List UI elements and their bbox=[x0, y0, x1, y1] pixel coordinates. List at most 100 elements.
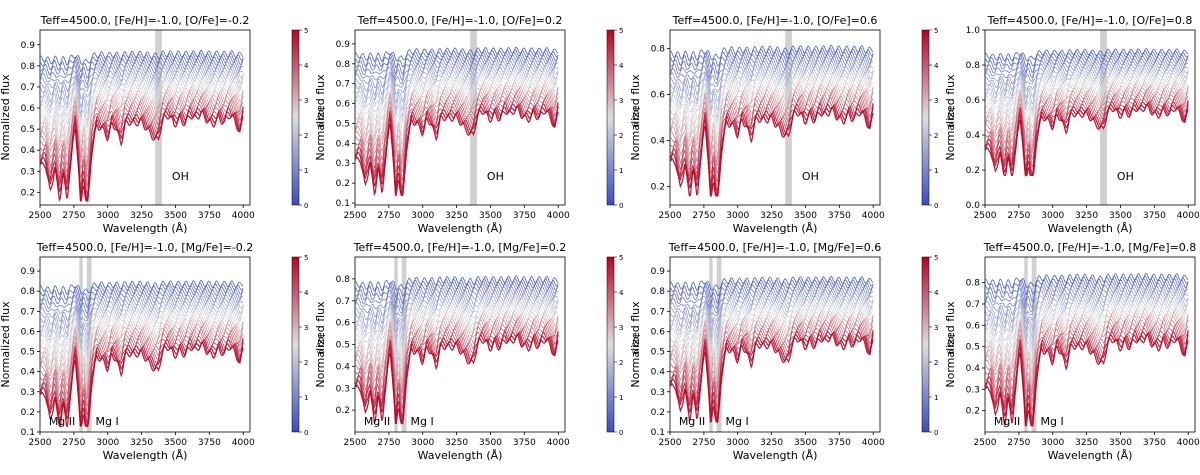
band-2 bbox=[716, 257, 722, 432]
x-tick-label: 2750 bbox=[62, 438, 85, 448]
x-tick-label: 3250 bbox=[760, 211, 783, 221]
subplot-5: 2500 2750 3000 3250 3500 3750 40000.10.20.30.4… bbox=[0, 241, 326, 462]
spectrum-line bbox=[670, 45, 874, 62]
y-tick-label: 0.6 bbox=[336, 319, 351, 329]
subplot-title: Teff=4500.0, [Fe/H]=-1.0, [O/Fe]=0.8 bbox=[987, 14, 1193, 27]
colorbar-tick-label: 0 bbox=[304, 202, 308, 210]
y-tick-label: 0.6 bbox=[336, 100, 351, 110]
colorbar-tick-label: 5 bbox=[934, 254, 938, 262]
x-tick-label: 3250 bbox=[760, 438, 783, 448]
colorbar-tick-label: 3 bbox=[934, 97, 938, 105]
spectrum-line bbox=[40, 310, 244, 364]
x-tick-label: 3000 bbox=[1041, 211, 1064, 221]
y-axis-label: Normalized flux bbox=[0, 74, 12, 161]
y-tick-label: 0.2 bbox=[651, 183, 665, 193]
x-tick-label: 2500 bbox=[659, 438, 682, 448]
spectrum-line bbox=[355, 106, 559, 197]
y-tick-label: 0.8 bbox=[966, 61, 981, 71]
spectrum-line bbox=[670, 75, 874, 131]
subplot-6: 2500 2750 3000 3250 3500 3750 40000.20.30.40.5… bbox=[314, 241, 641, 462]
spectrum-line bbox=[670, 333, 874, 423]
spectrum-line bbox=[985, 285, 1189, 317]
y-tick-label: 0.8 bbox=[21, 62, 36, 72]
y-tick-label: 0.4 bbox=[966, 131, 981, 141]
y-tick-label: 0.5 bbox=[21, 348, 35, 358]
band-1 bbox=[709, 257, 713, 432]
spectrum-line bbox=[670, 60, 874, 96]
y-tick-label: 0.1 bbox=[21, 428, 35, 438]
spectrum-line bbox=[355, 304, 559, 358]
spectrum-line bbox=[355, 59, 559, 89]
y-tick-label: 0.3 bbox=[336, 384, 350, 394]
x-tick-label: 3750 bbox=[513, 211, 536, 221]
axes-frame bbox=[984, 256, 1196, 433]
colorbar bbox=[921, 29, 930, 206]
colorbar-tick-label: 4 bbox=[304, 62, 309, 70]
x-tick-label: 4000 bbox=[547, 211, 570, 221]
spectrum-line bbox=[40, 62, 244, 93]
spectrum-line bbox=[40, 93, 244, 168]
y-tick-label: 0.5 bbox=[336, 119, 350, 129]
spectrum-line bbox=[40, 326, 244, 400]
x-tick-label: 2750 bbox=[377, 438, 400, 448]
colorbar-tick-label: 3 bbox=[934, 324, 938, 332]
spectrum-line bbox=[985, 104, 1189, 176]
x-tick-label: 4000 bbox=[862, 211, 885, 221]
band-label: Mg I bbox=[410, 415, 433, 428]
colorbar-tick-label: 1 bbox=[619, 167, 623, 175]
y-tick-label: 0.2 bbox=[21, 408, 35, 418]
colorbar-tick-label: 2 bbox=[619, 359, 623, 367]
subplot-7: 2500 2750 3000 3250 3500 3750 40000.10.20.30.4… bbox=[629, 241, 956, 462]
spectrum-line bbox=[355, 287, 559, 318]
x-tick-label: 3250 bbox=[1075, 211, 1098, 221]
spectrum-line bbox=[985, 48, 1189, 62]
spectrum-line bbox=[670, 302, 874, 353]
spectrum-line bbox=[40, 78, 244, 130]
colorbar-tick-label: 1 bbox=[934, 394, 938, 402]
x-tick-label: 4000 bbox=[1177, 438, 1200, 448]
y-tick-label: 0.2 bbox=[21, 188, 35, 198]
y-tick-label: 0.2 bbox=[966, 166, 980, 176]
spectrum-line bbox=[355, 76, 559, 130]
y-tick-label: 0.7 bbox=[651, 307, 665, 317]
x-tick-label: 3000 bbox=[411, 438, 434, 448]
spectrum-line bbox=[985, 287, 1189, 324]
y-tick-label: 0.6 bbox=[966, 321, 981, 331]
x-tick-label: 2750 bbox=[62, 211, 85, 221]
spectrum-line bbox=[40, 295, 244, 330]
y-tick-label: 0.1 bbox=[336, 199, 350, 209]
colorbar-tick-label: 2 bbox=[619, 132, 623, 140]
spectrum-line bbox=[40, 309, 244, 359]
x-tick-label: 2750 bbox=[377, 211, 400, 221]
y-tick-label: 0.5 bbox=[966, 343, 980, 353]
y-tick-label: 0.4 bbox=[651, 137, 666, 147]
y-tick-label: 0.3 bbox=[21, 388, 35, 398]
spectrum-line bbox=[985, 88, 1189, 151]
colorbar-tick-label: 4 bbox=[304, 289, 309, 297]
spectrum-line bbox=[670, 276, 874, 292]
spectrum-line bbox=[985, 317, 1189, 392]
subplot-title: Teff=4500.0, [Fe/H]=-1.0, [Mg/Fe]=0.8 bbox=[983, 241, 1197, 254]
colorbar-tick-label: 0 bbox=[934, 202, 938, 210]
band-label: OH bbox=[802, 170, 819, 183]
x-tick-label: 2500 bbox=[29, 438, 52, 448]
x-tick-label: 3500 bbox=[164, 211, 187, 221]
colorbar-label: log g bbox=[947, 108, 956, 128]
spectrum-line bbox=[670, 288, 874, 318]
x-tick-label: 3000 bbox=[1041, 438, 1064, 448]
axes-frame bbox=[39, 256, 251, 433]
x-tick-label: 3750 bbox=[198, 438, 221, 448]
spectrum-line bbox=[985, 90, 1189, 155]
colorbar-label: log g bbox=[317, 108, 326, 128]
subplot-title: Teff=4500.0, [Fe/H]=-1.0, [Mg/Fe]=0.2 bbox=[353, 241, 567, 254]
y-axis-label: Normalized flux bbox=[314, 74, 327, 161]
band-label: Mg I bbox=[95, 415, 118, 428]
colorbar-tick-label: 4 bbox=[619, 289, 624, 297]
axes-frame bbox=[669, 29, 881, 206]
band-label: Mg I bbox=[1040, 415, 1063, 428]
spectrum-line bbox=[670, 57, 874, 89]
x-tick-label: 3250 bbox=[130, 211, 153, 221]
spectrum-line bbox=[670, 317, 874, 389]
colorbar-tick-label: 5 bbox=[934, 27, 938, 35]
y-tick-label: 0.5 bbox=[651, 348, 665, 358]
